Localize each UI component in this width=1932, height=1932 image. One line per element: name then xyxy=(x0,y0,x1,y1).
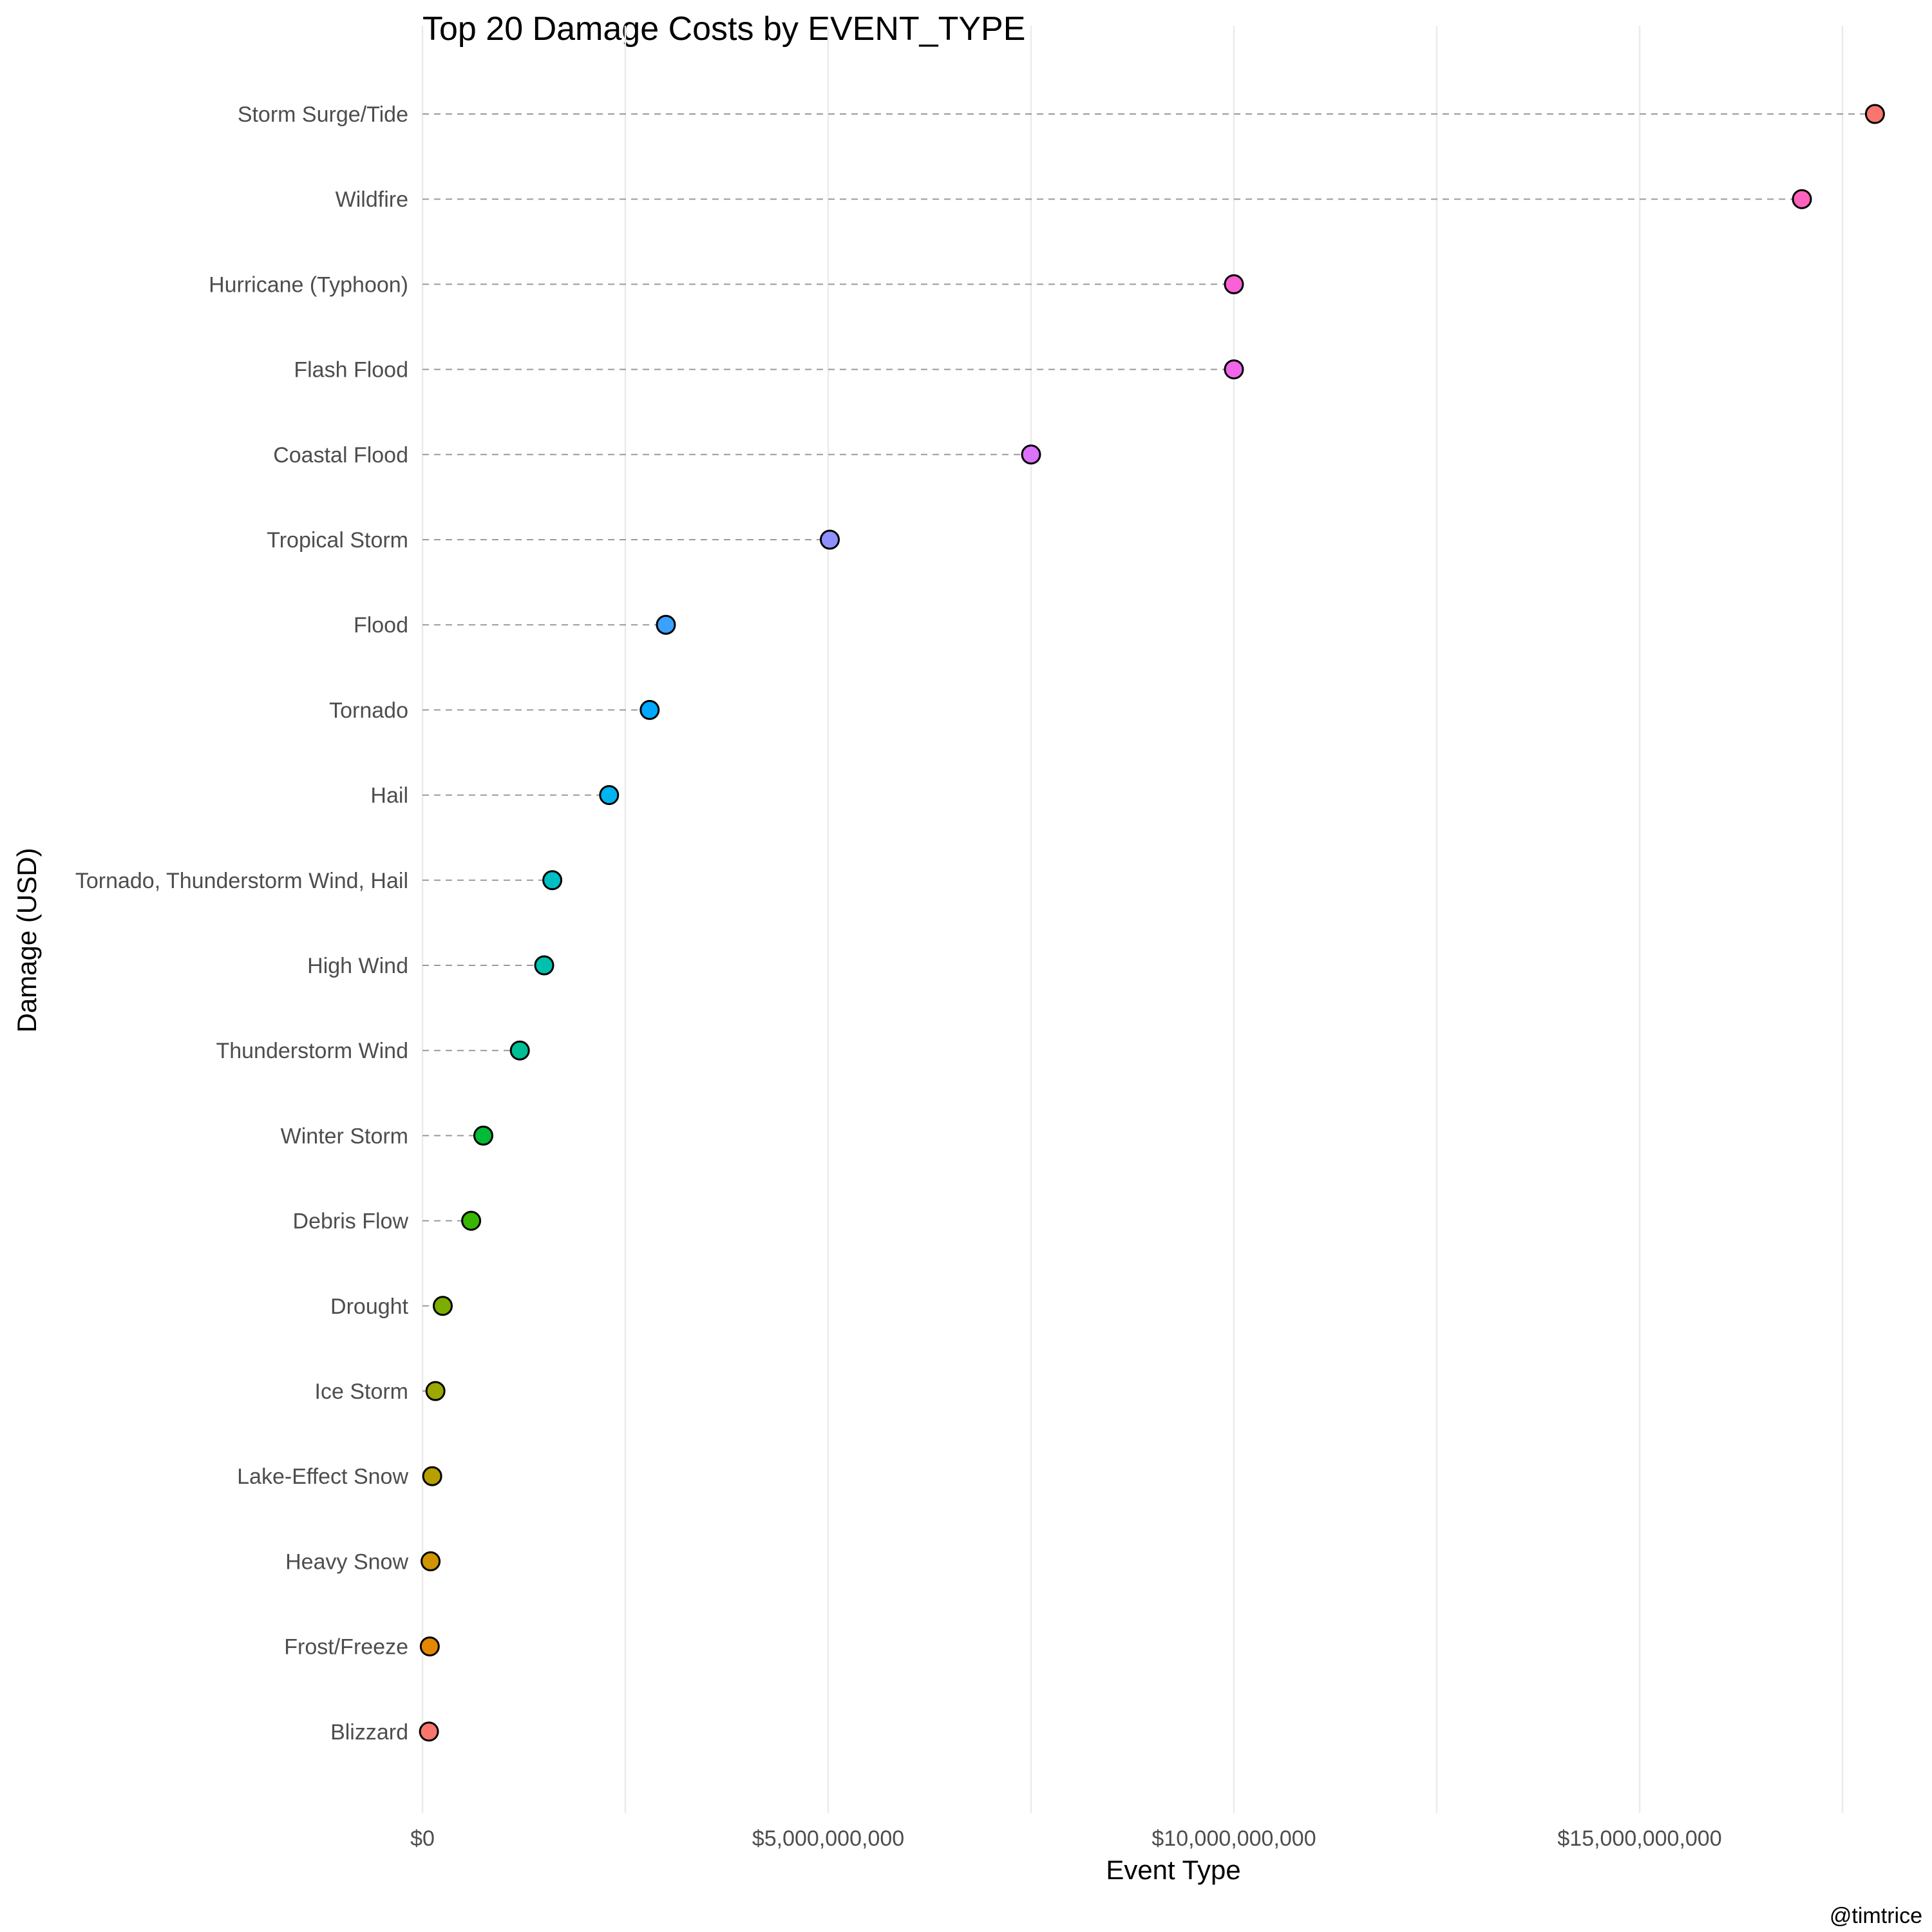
y-tick-label: Winter Storm xyxy=(281,1124,408,1148)
y-tick-label: Debris Flow xyxy=(293,1209,409,1234)
data-point xyxy=(820,529,840,550)
y-tick-label: Frost/Freeze xyxy=(284,1635,408,1660)
y-tick-label: Heavy Snow xyxy=(285,1549,408,1574)
data-point xyxy=(422,1466,442,1486)
x-tick-label: $10,000,000,000 xyxy=(1151,1826,1316,1851)
x-tick-label: $0 xyxy=(410,1826,435,1851)
lollipop-lines xyxy=(422,113,1875,1732)
data-point xyxy=(656,614,676,635)
y-tick-label: Drought xyxy=(330,1294,409,1319)
data-point xyxy=(421,1551,441,1571)
data-point xyxy=(639,699,660,720)
data-point xyxy=(542,870,563,891)
y-tick-label: Hail xyxy=(370,784,408,808)
data-point xyxy=(599,785,620,806)
data-point xyxy=(534,955,554,976)
x-axis-title: Event Type xyxy=(1106,1855,1240,1885)
y-tick-label: Flood xyxy=(354,613,408,638)
grid-layer xyxy=(421,26,1844,1813)
data-points xyxy=(419,104,1885,1742)
data-point xyxy=(1021,444,1041,465)
chart-title: Top 20 Damage Costs by EVENT_TYPE xyxy=(422,10,1025,48)
x-tick-label: $5,000,000,000 xyxy=(752,1826,904,1851)
y-tick-label: Blizzard xyxy=(330,1720,408,1745)
data-point xyxy=(1792,189,1812,209)
data-point xyxy=(473,1125,493,1146)
y-tick-label: Tropical Storm xyxy=(267,528,408,553)
data-point xyxy=(1224,359,1244,380)
y-tick-label: Hurricane (Typhoon) xyxy=(209,272,408,297)
data-point xyxy=(1864,104,1885,124)
y-tick-label: High Wind xyxy=(307,954,408,978)
y-tick-label: Coastal Flood xyxy=(273,443,408,468)
x-tick-label: $15,000,000,000 xyxy=(1557,1826,1721,1851)
y-tick-label: Flash Flood xyxy=(294,358,408,383)
data-point xyxy=(433,1296,453,1316)
x-tick-labels: $0 $5,000,000,000 $10,000,000,000 $15,000,0… xyxy=(410,1826,1722,1851)
y-tick-label: Thunderstorm Wind xyxy=(216,1039,408,1063)
caption: @timtrice xyxy=(1830,1904,1922,1928)
y-tick-label: Ice Storm xyxy=(315,1379,408,1404)
y-tick-label: Tornado, Thunderstorm Wind, Hail xyxy=(75,869,408,893)
y-tick-label: Wildfire xyxy=(336,187,408,212)
y-tick-label: Lake-Effect Snow xyxy=(237,1464,408,1489)
data-point xyxy=(419,1721,439,1742)
data-point xyxy=(419,1636,440,1657)
y-tick-label: Tornado xyxy=(329,698,408,723)
y-tick-labels: Storm Surge/Tide Wildfire Hurricane (Typho… xyxy=(75,102,409,1745)
y-axis-title: Damage (USD) xyxy=(12,848,42,1032)
data-point xyxy=(461,1211,482,1231)
y-tick-label: Storm Surge/Tide xyxy=(238,102,408,127)
data-point xyxy=(425,1381,446,1401)
data-point xyxy=(509,1040,530,1061)
data-point xyxy=(1224,274,1244,294)
